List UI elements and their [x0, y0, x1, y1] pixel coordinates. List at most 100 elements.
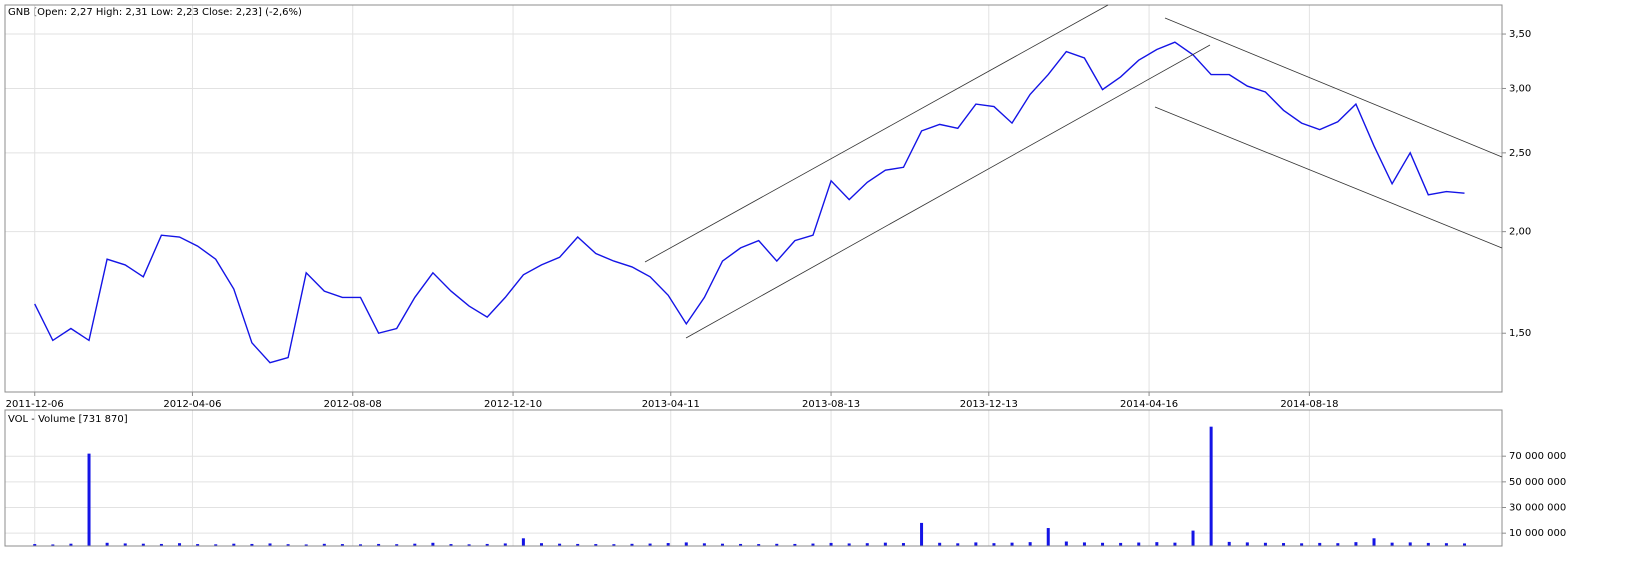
- volume-bar: [847, 543, 851, 546]
- y-tick-label: 3,00: [1509, 83, 1531, 94]
- volume-bar: [286, 544, 290, 546]
- volume-bar: [1444, 543, 1448, 546]
- x-tick-label: 2014-04-16: [1120, 399, 1178, 410]
- volume-bar: [1372, 538, 1376, 546]
- volume-bar: [1300, 543, 1304, 546]
- volume-bar: [214, 544, 218, 546]
- volume-bar: [1463, 543, 1467, 546]
- volume-bar: [920, 522, 924, 546]
- volume-bar: [684, 542, 688, 546]
- volume-bar: [449, 544, 453, 546]
- volume-bar: [775, 543, 779, 546]
- volume-bar: [901, 543, 905, 546]
- volume-bar: [811, 543, 815, 546]
- volume-bar: [1336, 543, 1340, 546]
- volume-bar: [268, 543, 272, 546]
- volume-bar: [1064, 541, 1068, 546]
- volume-bar: [865, 543, 869, 546]
- volume-bar: [196, 544, 200, 546]
- volume-bar: [720, 543, 724, 546]
- volume-bar: [1408, 542, 1412, 546]
- x-tick-label: 2013-08-13: [802, 399, 860, 410]
- y-tick-label: 2,00: [1509, 227, 1531, 238]
- volume-bar: [1318, 542, 1322, 546]
- x-tick-label: 2013-12-13: [960, 399, 1018, 410]
- y-tick-label: 1,50: [1509, 328, 1531, 339]
- volume-bar: [69, 543, 73, 546]
- volume-bar: [395, 544, 399, 546]
- panel-frame: [4, 409, 1503, 547]
- volume-title: VOL - Volume [731 870]: [8, 414, 128, 425]
- volume-bar: [1426, 542, 1430, 546]
- volume-bar: [304, 544, 308, 546]
- volume-bar: [1119, 542, 1123, 546]
- volume-bar: [539, 543, 543, 546]
- volume-bar: [232, 543, 236, 546]
- volume-bar: [739, 543, 743, 546]
- volume-bar: [1137, 542, 1141, 546]
- trend-line: [685, 44, 1211, 339]
- x-tick-label: 2012-04-06: [163, 399, 221, 410]
- panel-frame: [4, 4, 1503, 393]
- y-tick-label: 3,50: [1509, 29, 1531, 40]
- volume-bar: [105, 542, 109, 546]
- volume-bar: [1173, 542, 1177, 546]
- trend-line: [1154, 106, 1503, 249]
- y-tick-label: 2,50: [1509, 148, 1531, 159]
- volume-bar: [938, 542, 942, 546]
- volume-bar: [648, 543, 652, 546]
- volume-bar: [1263, 542, 1267, 546]
- volume-bar: [413, 543, 417, 546]
- volume-bar: [1227, 541, 1231, 546]
- volume-bar: [1245, 542, 1249, 546]
- volume-bar: [576, 543, 580, 546]
- volume-bar: [33, 544, 37, 546]
- volume-bar: [503, 543, 507, 546]
- price-title: GNB [Open: 2,27 High: 2,31 Low: 2,23 Clo…: [8, 7, 302, 18]
- volume-bar: [521, 538, 525, 546]
- volume-bar: [1354, 542, 1358, 546]
- x-tick-label: 2014-08-18: [1280, 399, 1338, 410]
- volume-bar: [956, 543, 960, 546]
- volume-bar: [123, 543, 127, 546]
- volume-bar: [141, 543, 145, 546]
- volume-bar: [467, 544, 471, 546]
- volume-bar: [992, 543, 996, 546]
- volume-bar: [612, 544, 616, 546]
- volume-bar: [178, 543, 182, 546]
- volume-bar: [1028, 542, 1032, 546]
- x-tick-label: 2012-12-10: [484, 399, 542, 410]
- volume-bar: [594, 544, 598, 546]
- x-tick-label: 2012-08-08: [324, 399, 382, 410]
- volume-bar: [431, 542, 435, 546]
- y-tick-label: 10 000 000: [1509, 528, 1566, 539]
- volume-bar: [51, 544, 55, 546]
- volume-bar: [793, 543, 797, 546]
- volume-bar: [1209, 426, 1213, 546]
- volume-bar: [340, 544, 344, 546]
- volume-bar: [1046, 528, 1050, 546]
- volume-bar: [1390, 542, 1394, 546]
- volume-bar: [1010, 542, 1014, 546]
- volume-bar: [1191, 530, 1195, 546]
- volume-bar: [829, 542, 833, 546]
- y-tick-label: 70 000 000: [1509, 451, 1566, 462]
- volume-bar: [377, 543, 381, 546]
- volume-bar: [883, 542, 887, 546]
- volume-bar: [974, 542, 978, 546]
- volume-bar: [558, 543, 562, 546]
- volume-bar: [250, 543, 254, 546]
- volume-bar: [666, 543, 670, 546]
- volume-bar: [1082, 542, 1086, 546]
- volume-bar: [322, 543, 326, 546]
- volume-bar: [485, 543, 489, 546]
- price-line: [34, 41, 1465, 364]
- volume-bar: [87, 453, 91, 546]
- x-tick-label: 2011-12-06: [6, 399, 64, 410]
- volume-bar: [1155, 542, 1159, 546]
- y-tick-label: 30 000 000: [1509, 503, 1566, 514]
- volume-bar: [159, 543, 163, 546]
- volume-bar: [1101, 542, 1105, 546]
- x-tick-label: 2013-04-11: [642, 399, 700, 410]
